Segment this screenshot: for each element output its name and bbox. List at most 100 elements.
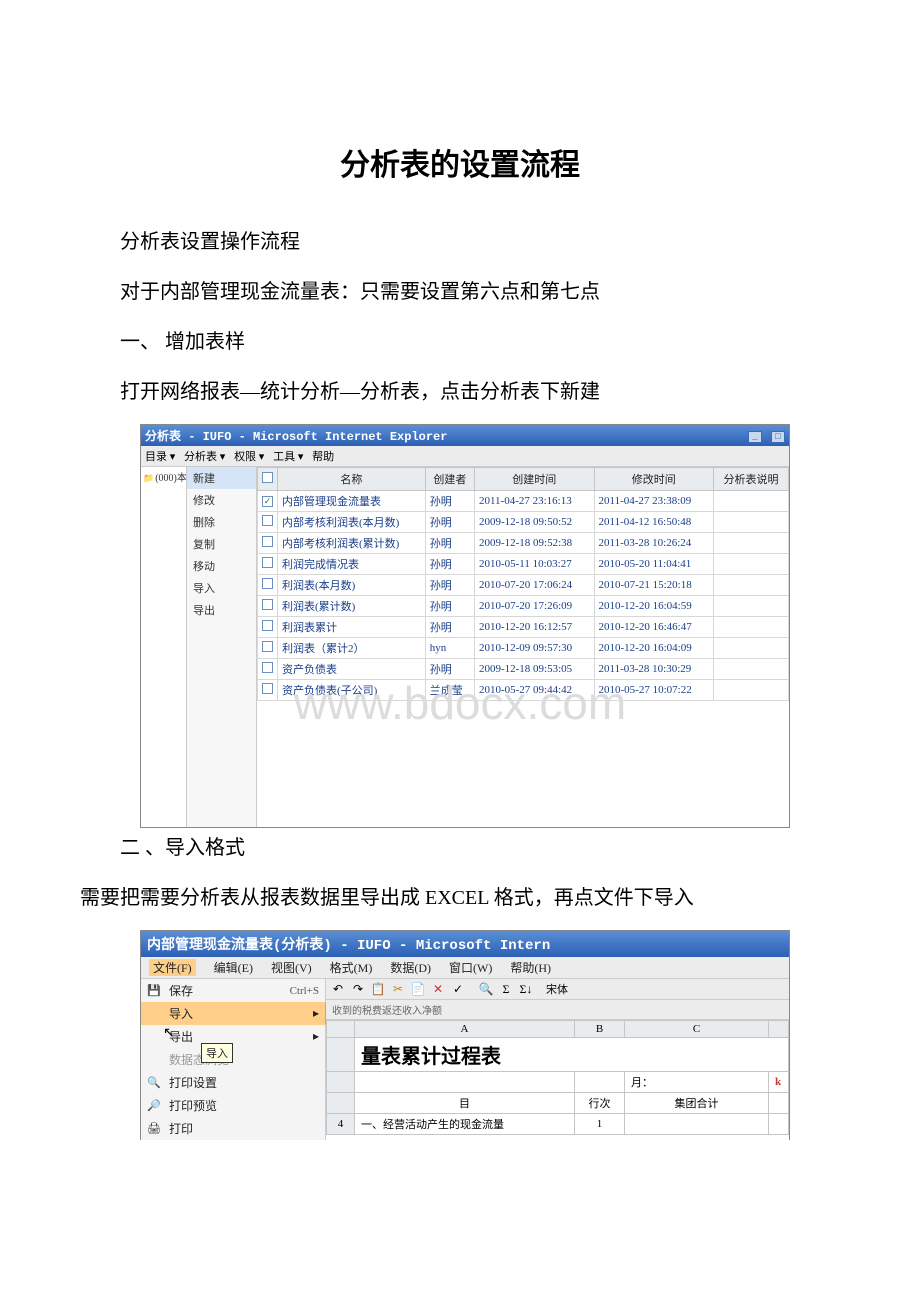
ctx-move[interactable]: 移动 bbox=[187, 555, 256, 577]
sheet-title-cell[interactable]: 量表累计过程表 bbox=[355, 1038, 789, 1072]
brush-icon[interactable]: ✓ bbox=[450, 981, 466, 997]
data-cell[interactable]: 一、经营活动产生的现金流量 bbox=[355, 1114, 575, 1135]
cut-icon[interactable]: ✂ bbox=[390, 981, 406, 997]
print-icon: 🖨 bbox=[147, 1122, 161, 1135]
file-printpreview[interactable]: 🔎 打印预览 bbox=[141, 1094, 325, 1117]
menu-view[interactable]: 视图(V) bbox=[271, 959, 312, 976]
paragraph: 二 、导入格式 bbox=[80, 830, 840, 866]
corner-cell bbox=[327, 1021, 355, 1038]
find-icon[interactable]: 🔍 bbox=[478, 981, 494, 997]
col-check[interactable] bbox=[258, 468, 278, 491]
cell[interactable]: k bbox=[769, 1072, 789, 1093]
file-databrowse[interactable]: 数据态浏览 bbox=[141, 1048, 325, 1071]
font-selector[interactable]: 宋体 bbox=[546, 981, 568, 997]
delete-icon[interactable]: ✕ bbox=[430, 981, 446, 997]
col-head-c[interactable]: C bbox=[625, 1021, 769, 1038]
table-row[interactable]: 利润表（累计2）hyn2010-12-09 09:57:302010-12-20… bbox=[258, 638, 789, 659]
file-import[interactable]: 导入 ▸ Excel格式 bbox=[141, 1002, 325, 1025]
copy-icon[interactable]: 📋 bbox=[370, 981, 386, 997]
table-row[interactable]: 利润完成情况表孙明2010-05-11 10:03:272010-05-20 1… bbox=[258, 554, 789, 575]
menu-item[interactable]: 工具 ▾ bbox=[273, 451, 303, 463]
excel-window: 内部管理现金流量表(分析表) - IUFO - Microsoft Intern… bbox=[140, 930, 790, 1140]
col-head-a[interactable]: A bbox=[355, 1021, 575, 1038]
table-row[interactable]: 资产负债表(子公司)兰成莹2010-05-27 09:44:422010-05-… bbox=[258, 680, 789, 701]
sort-icon[interactable]: Σ↓ bbox=[518, 981, 534, 997]
file-import-label: 导入 bbox=[169, 1005, 193, 1022]
cell[interactable] bbox=[769, 1093, 789, 1114]
file-printsetup-label: 打印设置 bbox=[169, 1074, 217, 1091]
ctx-new[interactable]: 新建 bbox=[187, 467, 256, 489]
col-head-b[interactable]: B bbox=[575, 1021, 625, 1038]
table-row[interactable]: 内部考核利润表(累计数)孙明2009-12-18 09:52:382011-03… bbox=[258, 533, 789, 554]
col-modtime: 修改时间 bbox=[594, 468, 714, 491]
table-row[interactable]: 利润表(累计数)孙明2010-07-20 17:26:092010-12-20 … bbox=[258, 596, 789, 617]
formula-bar[interactable]: 收到的税费返还收入净额 bbox=[326, 1000, 789, 1020]
table-row[interactable]: ✓内部管理现金流量表孙明2011-04-27 23:16:132011-04-2… bbox=[258, 491, 789, 512]
header-cell[interactable]: 集团合计 bbox=[625, 1093, 769, 1114]
paste-icon[interactable]: 📄 bbox=[410, 981, 426, 997]
cell[interactable] bbox=[355, 1072, 575, 1093]
menu-item[interactable]: 权限 ▾ bbox=[234, 451, 264, 463]
file-print[interactable]: 🖨 打印 bbox=[141, 1117, 325, 1140]
ctx-import[interactable]: 导入 bbox=[187, 577, 256, 599]
window-titlebar: 内部管理现金流量表(分析表) - IUFO - Microsoft Intern bbox=[141, 931, 789, 957]
print-setup-icon: 🔍 bbox=[147, 1076, 161, 1089]
file-printpreview-label: 打印预览 bbox=[169, 1097, 217, 1114]
paragraph: 打开网络报表—统计分析—分析表，点击分析表下新建 bbox=[80, 374, 840, 410]
file-save-label: 保存 bbox=[169, 982, 193, 999]
col-name: 名称 bbox=[278, 468, 426, 491]
row-num[interactable] bbox=[327, 1072, 355, 1093]
menu-edit[interactable]: 编辑(E) bbox=[214, 959, 253, 976]
tree-root[interactable]: (000)本 bbox=[143, 469, 184, 484]
undo-icon[interactable]: ↶ bbox=[330, 981, 346, 997]
data-cell[interactable]: 1 bbox=[575, 1114, 625, 1135]
menu-format[interactable]: 格式(M) bbox=[330, 959, 373, 976]
ctx-copy[interactable]: 复制 bbox=[187, 533, 256, 555]
header-cell[interactable]: 行次 bbox=[575, 1093, 625, 1114]
row-num[interactable] bbox=[327, 1038, 355, 1072]
ctx-edit[interactable]: 修改 bbox=[187, 489, 256, 511]
chevron-right-icon: ▸ bbox=[313, 1029, 319, 1044]
header-cell[interactable]: 目 bbox=[355, 1093, 575, 1114]
table-row[interactable]: 利润表累计孙明2010-12-20 16:12:572010-12-20 16:… bbox=[258, 617, 789, 638]
ctx-delete[interactable]: 删除 bbox=[187, 511, 256, 533]
sum-icon[interactable]: Σ bbox=[498, 981, 514, 997]
maximize-icon[interactable]: □ bbox=[771, 431, 785, 443]
analysis-table: 名称 创建者 创建时间 修改时间 分析表说明 ✓内部管理现金流量表孙明2011-… bbox=[257, 467, 789, 701]
table-row[interactable]: 利润表(本月数)孙明2010-07-20 17:06:242010-07-21 … bbox=[258, 575, 789, 596]
redo-icon[interactable]: ↷ bbox=[350, 981, 366, 997]
window-title: 分析表 - IUFO - Microsoft Internet Explorer bbox=[145, 427, 447, 444]
file-printsetup[interactable]: 🔍 打印设置 bbox=[141, 1071, 325, 1094]
table-row[interactable]: 内部考核利润表(本月数)孙明2009-12-18 09:50:522011-04… bbox=[258, 512, 789, 533]
context-menu: 新建 修改 删除 复制 移动 导入 导出 bbox=[187, 467, 257, 827]
month-label-cell[interactable]: 月： bbox=[625, 1072, 769, 1093]
col-creator: 创建者 bbox=[425, 468, 474, 491]
window-titlebar: 分析表 - IUFO - Microsoft Internet Explorer… bbox=[141, 425, 789, 446]
paragraph: 分析表设置操作流程 bbox=[80, 224, 840, 260]
menu-item[interactable]: 帮助 bbox=[312, 451, 334, 463]
file-dropdown: 💾 保存 Ctrl+S 导入 ▸ Excel格式 ↖ 导出 ▸ 导入 bbox=[141, 979, 326, 1140]
table-row[interactable]: 资产负债表孙明2009-12-18 09:53:052011-03-28 10:… bbox=[258, 659, 789, 680]
doc-title: 分析表的设置流程 bbox=[80, 140, 840, 184]
tooltip: 导入 bbox=[201, 1043, 233, 1063]
row-num[interactable]: 4 bbox=[327, 1114, 355, 1135]
ctx-export[interactable]: 导出 bbox=[187, 599, 256, 621]
menu-item[interactable]: 分析表 ▾ bbox=[184, 451, 225, 463]
menu-item[interactable]: 目录 ▾ bbox=[145, 451, 175, 463]
tree-panel: (000)本 bbox=[141, 467, 187, 827]
menu-window[interactable]: 窗口(W) bbox=[449, 959, 492, 976]
data-cell[interactable] bbox=[625, 1114, 769, 1135]
menu-help[interactable]: 帮助(H) bbox=[510, 959, 551, 976]
cell[interactable] bbox=[769, 1114, 789, 1135]
menu-data[interactable]: 数据(D) bbox=[390, 959, 431, 976]
col-head-blank[interactable] bbox=[769, 1021, 789, 1038]
menu-file[interactable]: 文件(F) bbox=[149, 959, 196, 976]
spreadsheet: A B C 量表累计过程表 月： k bbox=[326, 1020, 789, 1135]
cell[interactable] bbox=[575, 1072, 625, 1093]
paragraph: 一、 增加表样 bbox=[80, 324, 840, 360]
file-export[interactable]: ↖ 导出 ▸ 导入 bbox=[141, 1025, 325, 1048]
col-desc: 分析表说明 bbox=[714, 468, 789, 491]
row-num[interactable] bbox=[327, 1093, 355, 1114]
minimize-icon[interactable]: _ bbox=[748, 431, 762, 443]
file-save[interactable]: 💾 保存 Ctrl+S bbox=[141, 979, 325, 1002]
